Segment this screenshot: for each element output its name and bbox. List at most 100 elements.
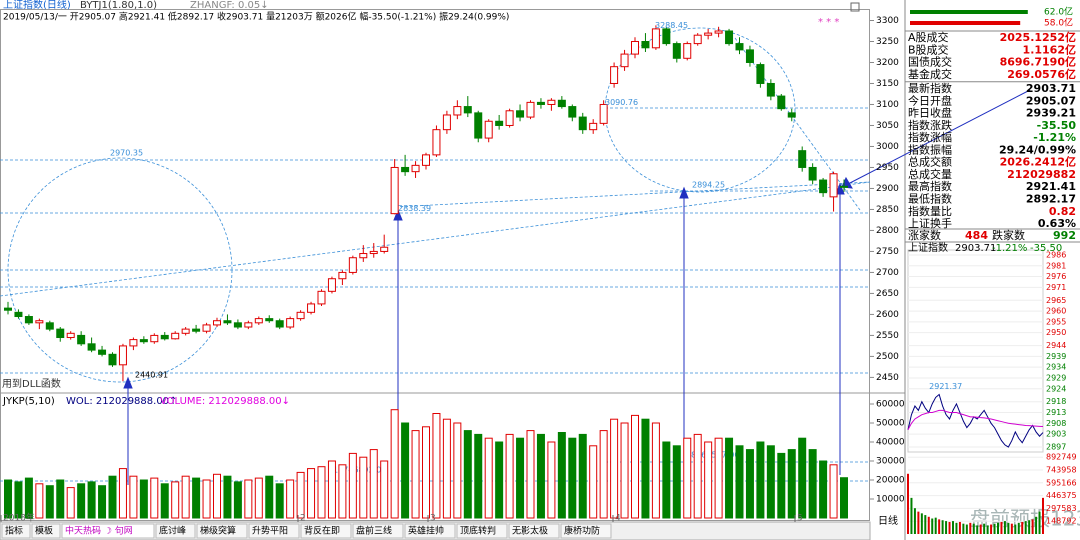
volume-bar bbox=[401, 422, 410, 519]
candle-body bbox=[275, 320, 284, 328]
candle-body bbox=[118, 345, 127, 366]
candle-body bbox=[840, 185, 848, 188]
volume-bar bbox=[683, 437, 692, 519]
date-label: 4 bbox=[615, 514, 621, 524]
tab[interactable] bbox=[456, 523, 508, 539]
row-value: 269.0576亿 bbox=[1007, 67, 1076, 81]
volume-bar bbox=[704, 441, 713, 519]
y-tick-label: 2950 bbox=[876, 163, 899, 173]
up-label: 涨家数 bbox=[908, 228, 941, 242]
y-tick-label: 2600 bbox=[876, 310, 899, 320]
period[interactable]: 日线 bbox=[878, 514, 898, 527]
tab[interactable] bbox=[196, 523, 248, 539]
candle-body bbox=[202, 324, 211, 332]
y-tick-label: 2981 bbox=[1046, 261, 1066, 270]
tab-label[interactable]: 康桥功防 bbox=[564, 525, 600, 537]
y-tick-label: 2650 bbox=[876, 289, 899, 299]
candle-body bbox=[651, 28, 660, 49]
vol-title: JYKP(5,10) bbox=[2, 396, 55, 407]
tab-label[interactable]: 盘前三线 bbox=[356, 525, 392, 537]
tab[interactable] bbox=[300, 523, 352, 539]
tab-label[interactable]: 顶底转判 bbox=[460, 525, 496, 537]
tab[interactable] bbox=[61, 523, 155, 539]
vol-volume: VOLUME: 212029888.00↓ bbox=[160, 396, 290, 407]
quote-line: 2019/05/13/一 开2905.07 高2921.41 低2892.17 … bbox=[3, 11, 509, 23]
tab[interactable] bbox=[31, 523, 61, 539]
tab[interactable] bbox=[352, 523, 404, 539]
volume-bar bbox=[641, 418, 650, 519]
row-label: 上证换手 bbox=[908, 216, 952, 230]
tab[interactable] bbox=[1, 523, 31, 539]
volume-bar bbox=[547, 441, 556, 519]
volume-bar bbox=[35, 483, 44, 519]
row-value: 8696.7190亿 bbox=[1000, 55, 1076, 69]
tab-label[interactable]: 梯级突算 bbox=[200, 525, 236, 537]
candle-body bbox=[35, 320, 44, 324]
indicator: BYTJ1(1.80,1.0) bbox=[80, 0, 157, 11]
candle-body bbox=[56, 328, 65, 339]
volume-bar bbox=[505, 433, 514, 519]
row-value: 2026.2412亿 bbox=[1000, 155, 1076, 169]
y-tick-label: 2897 bbox=[1046, 443, 1066, 452]
volume-bar bbox=[484, 437, 493, 519]
tab-label[interactable]: 指标 bbox=[5, 525, 23, 537]
tab-label[interactable]: 模板 bbox=[35, 525, 53, 537]
volume-bar bbox=[798, 437, 807, 519]
candle-body bbox=[87, 343, 96, 351]
mini-title: 上证指数 bbox=[908, 241, 948, 254]
price-annotation: 2970.35 bbox=[110, 148, 143, 157]
row-value: 0.63% bbox=[1038, 217, 1076, 230]
row-label: 基金成交 bbox=[908, 67, 952, 81]
toggle-icon[interactable] bbox=[850, 2, 860, 12]
candle-body bbox=[589, 122, 598, 131]
volume-bar bbox=[14, 481, 23, 519]
candle-body bbox=[77, 334, 86, 345]
vol-wol: WOL: 212029888.00↑ bbox=[66, 396, 177, 407]
candle-body bbox=[150, 334, 159, 343]
candle-body bbox=[631, 40, 639, 55]
candle-body bbox=[213, 320, 221, 326]
price-annotation: 3090.76 bbox=[605, 98, 638, 107]
trend-line bbox=[394, 181, 871, 208]
row-value: 2939.21 bbox=[1026, 107, 1076, 120]
trend-line bbox=[734, 37, 861, 211]
volume-bar bbox=[348, 452, 357, 519]
down-count: 992 bbox=[1053, 229, 1076, 242]
volume-bar bbox=[735, 445, 744, 519]
volume-bar bbox=[380, 460, 389, 519]
volume-bar bbox=[359, 456, 368, 519]
tab-label[interactable]: 背反在即 bbox=[304, 525, 340, 537]
candle-body bbox=[610, 66, 619, 84]
candle-body bbox=[171, 332, 180, 340]
y-tick-label: 2955 bbox=[1046, 317, 1066, 326]
tab[interactable] bbox=[508, 523, 560, 539]
tab[interactable] bbox=[155, 523, 196, 539]
y-tick-label: 2700 bbox=[876, 268, 899, 278]
volume-bar bbox=[662, 441, 671, 519]
tab[interactable] bbox=[404, 523, 456, 539]
row-label: 最新指数 bbox=[908, 81, 952, 95]
v-tick-label: 297583 bbox=[1046, 504, 1077, 513]
volume-bar bbox=[160, 483, 169, 519]
tab[interactable] bbox=[560, 523, 612, 539]
note: 用到DLL函数 bbox=[2, 377, 61, 390]
row-label: 最高指数 bbox=[908, 179, 952, 193]
tab[interactable] bbox=[248, 523, 300, 539]
tab-label[interactable]: 中天热码 ☽ 句网 bbox=[65, 525, 133, 537]
y-tick-label: 2500 bbox=[876, 352, 899, 362]
volume-bar bbox=[265, 475, 274, 519]
y-tick-label: 2903 bbox=[1046, 430, 1066, 439]
y-tick-label: 30000 bbox=[876, 457, 905, 467]
row-value: 2903.71 bbox=[1026, 82, 1076, 95]
row-value: 2921.41 bbox=[1026, 180, 1076, 193]
candle-body bbox=[369, 250, 378, 255]
tab-label[interactable]: 升势平阳 bbox=[252, 525, 288, 537]
candle-body bbox=[139, 339, 148, 343]
tab-label[interactable]: 无影太极 bbox=[512, 525, 548, 537]
tab-label[interactable]: 底讨峰 bbox=[159, 525, 186, 537]
y-tick-label: 3000 bbox=[876, 142, 899, 152]
tab-label[interactable]: 英雄挂帅 bbox=[408, 525, 444, 537]
volume-bar bbox=[254, 477, 263, 519]
candle-body bbox=[307, 303, 316, 313]
volume-bar bbox=[578, 433, 587, 519]
